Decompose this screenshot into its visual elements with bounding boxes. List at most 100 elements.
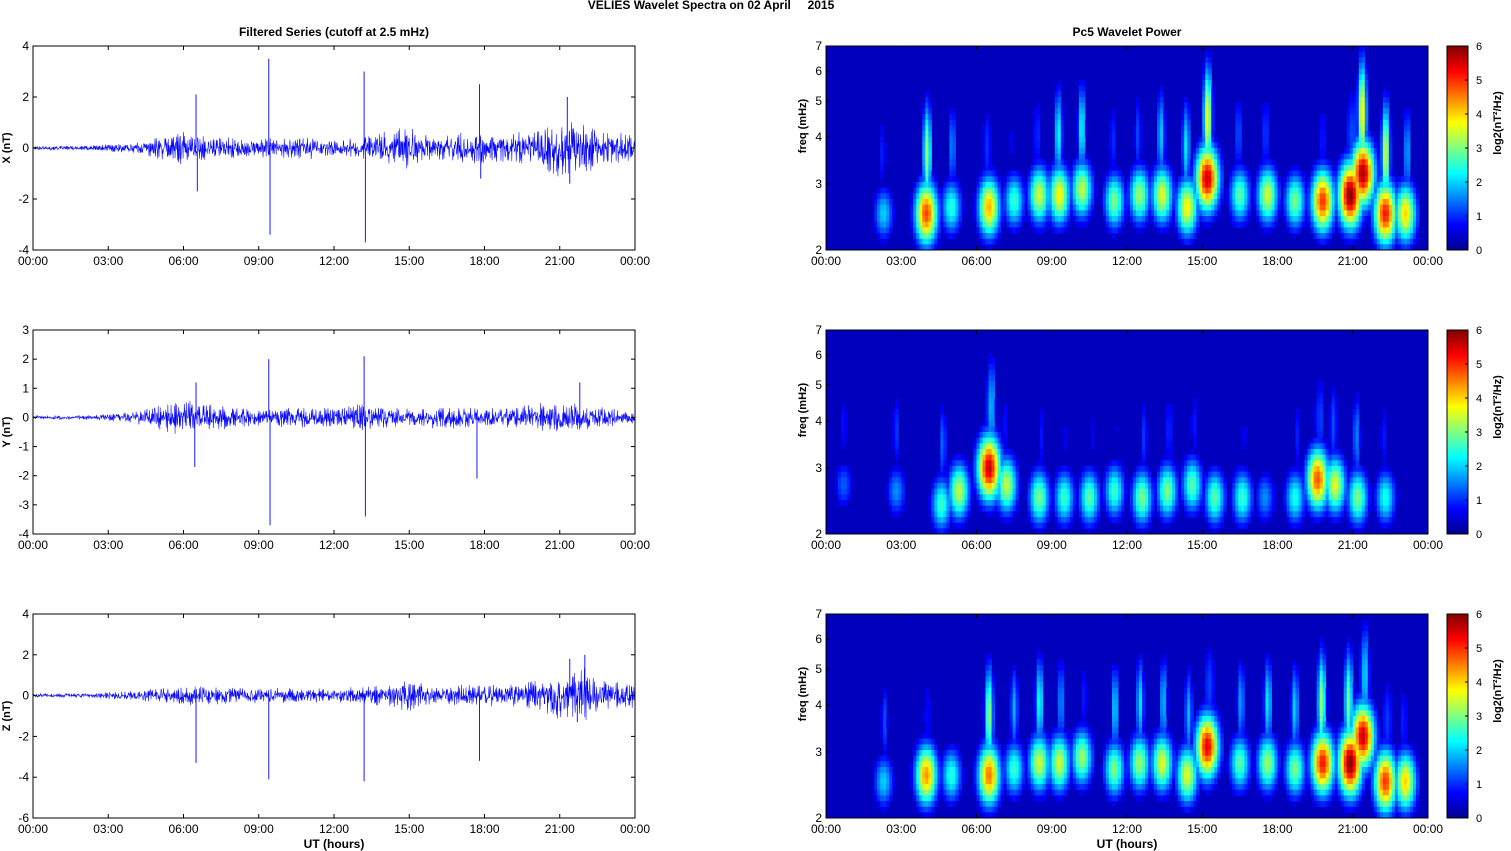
heatmap-cell — [1105, 176, 1110, 183]
heatmap-cell — [1391, 511, 1396, 518]
heatmap-cell — [1075, 131, 1080, 138]
heatmap-cell — [1039, 483, 1044, 490]
heatmap-cell — [1054, 85, 1059, 92]
heatmap-cell — [1352, 142, 1357, 149]
heatmap-cell — [1238, 170, 1242, 177]
heatmap-cell — [946, 494, 950, 501]
heatmap-cell — [1349, 142, 1354, 149]
heatmap-cell — [958, 522, 962, 529]
heatmap-cell — [1364, 216, 1369, 223]
heatmap-cell — [1352, 420, 1357, 427]
heatmap-cell — [1093, 500, 1098, 507]
heatmap-cell — [1316, 511, 1321, 518]
heatmap-cell — [1148, 483, 1152, 490]
heatmap-cell — [1310, 221, 1315, 228]
x-tick-label: 21:00 — [545, 254, 575, 268]
heatmap-cell — [886, 233, 890, 240]
heatmap-cell — [1352, 210, 1357, 217]
heatmap-cell — [1370, 165, 1375, 172]
heatmap-cell — [937, 210, 941, 217]
heatmap-cell — [1355, 182, 1360, 189]
heatmap-cell — [1039, 500, 1044, 507]
heatmap-cell — [946, 204, 950, 211]
heatmap-cell — [1081, 505, 1086, 512]
heatmap-cell — [1334, 511, 1339, 518]
heatmap-cell — [928, 778, 932, 785]
heatmap-cell — [1298, 187, 1303, 194]
heatmap-cell — [1148, 216, 1152, 223]
heatmap-cell — [985, 505, 990, 512]
heatmap-cell — [1304, 460, 1309, 467]
heatmap-cell — [844, 477, 848, 484]
heatmap-cell — [1316, 165, 1321, 172]
heatmap-cell — [1340, 204, 1345, 211]
heatmap-cell — [1063, 517, 1068, 524]
heatmap-cell — [1364, 63, 1369, 70]
heatmap-cell — [979, 204, 984, 211]
heatmap-cell — [1003, 216, 1008, 223]
heatmap-cell — [1265, 176, 1269, 183]
heatmap-cell — [949, 125, 953, 132]
heatmap-cell — [910, 767, 914, 774]
heatmap-cell — [1015, 210, 1020, 217]
heatmap-cell — [1111, 193, 1116, 200]
heatmap-cell — [889, 767, 893, 774]
heatmap-cell — [1286, 517, 1291, 524]
heatmap-cell — [1358, 57, 1363, 64]
heatmap-cell — [1346, 505, 1351, 512]
heatmap-cell — [1163, 471, 1167, 478]
heatmap-cell — [985, 153, 990, 160]
heatmap-cell — [1033, 488, 1038, 495]
heatmap-cell — [982, 483, 987, 490]
x-axis-label: UT (hours) — [304, 837, 365, 851]
heatmap-cell — [1313, 449, 1318, 456]
colorbar-tick-label: 5 — [1476, 359, 1482, 371]
heatmap-cell — [1163, 136, 1167, 143]
heatmap-cell — [1199, 210, 1203, 217]
heatmap-cell — [1238, 500, 1242, 507]
heatmap-cell — [1060, 522, 1065, 529]
heatmap-cell — [1250, 505, 1254, 512]
heatmap-cell — [1331, 216, 1336, 223]
heatmap-cell — [1340, 153, 1345, 160]
heatmap-cell — [1322, 204, 1327, 211]
heatmap-cell — [1193, 488, 1197, 495]
heatmap-cell — [994, 477, 999, 484]
heatmap-cell — [976, 221, 981, 228]
heatmap-cell — [1105, 483, 1110, 490]
heatmap-cell — [1220, 193, 1224, 200]
heatmap-cell — [1214, 136, 1218, 143]
heatmap-cell — [949, 784, 953, 791]
heatmap-cell — [913, 193, 917, 200]
heatmap-cell — [1012, 170, 1017, 177]
heatmap-cell — [982, 460, 987, 467]
heatmap-cell — [1036, 131, 1041, 138]
heatmap-cell — [1292, 176, 1297, 183]
heatmap-cell — [952, 159, 956, 166]
heatmap-cell — [931, 182, 935, 189]
heatmap-cell — [1033, 131, 1038, 138]
heatmap-cell — [1208, 51, 1212, 58]
heatmap-cell — [1111, 494, 1116, 501]
heatmap-cell — [1084, 153, 1089, 160]
heatmap-cell — [1385, 114, 1390, 121]
heatmap-cell — [1139, 216, 1143, 223]
heatmap-cell — [1157, 102, 1161, 109]
heatmap-cell — [952, 511, 956, 518]
heatmap-cell — [1214, 505, 1218, 512]
heatmap-cell — [1063, 204, 1068, 211]
heatmap-cell — [1259, 494, 1263, 501]
heatmap-cell — [949, 216, 953, 223]
heatmap-cell — [919, 778, 923, 785]
heatmap-cell — [943, 471, 947, 478]
heatmap-cell — [1310, 488, 1315, 495]
heatmap-cell — [1084, 488, 1089, 495]
heatmap-cell — [1364, 176, 1369, 183]
heatmap-cell — [1361, 80, 1366, 87]
heatmap-cell — [1057, 108, 1062, 115]
heatmap-cell — [1123, 477, 1128, 484]
heatmap-cell — [955, 204, 959, 211]
heatmap-cell — [1298, 182, 1303, 189]
heatmap-cell — [880, 131, 884, 138]
